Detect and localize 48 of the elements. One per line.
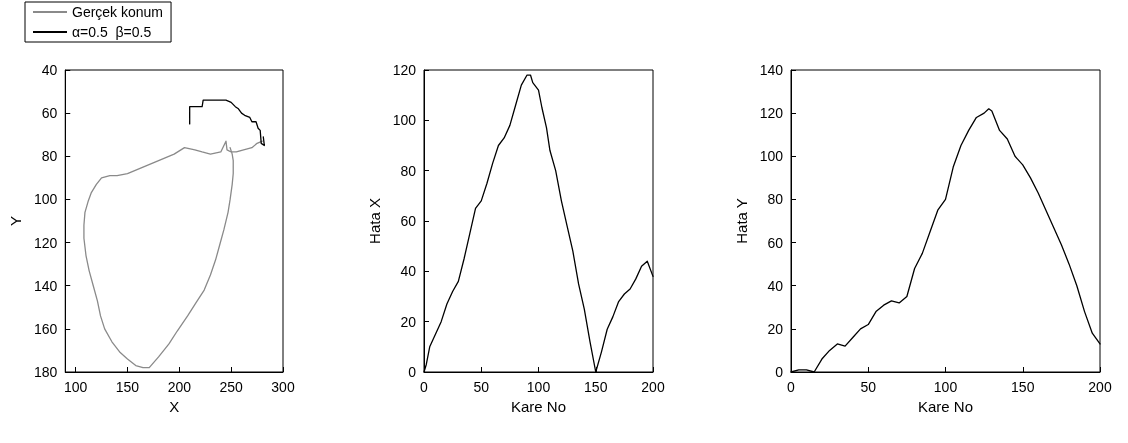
y-tick-label: 120	[392, 62, 417, 78]
x-tick-label: 0	[787, 379, 796, 395]
y-tick-label: 20	[767, 320, 784, 337]
y-tick-label: 0	[775, 364, 784, 380]
y-tick-label: 40	[767, 277, 784, 294]
y-tick-label: 120	[33, 234, 58, 251]
legend-label: Gerçek konum	[72, 4, 164, 20]
x-tick-label: 200	[1088, 379, 1112, 395]
y-tick-label: 160	[33, 320, 58, 337]
y-tick-label: 100	[33, 191, 58, 208]
y-tick-label: 80	[41, 148, 58, 165]
x-axis-title: Kare No	[917, 397, 974, 415]
y-tick-label: 140	[33, 277, 58, 294]
x-tick-label: 0	[420, 379, 429, 395]
x-tick-label: 100	[63, 379, 88, 395]
x-tick-label: 250	[219, 379, 244, 395]
y-tick-label: 0	[408, 364, 417, 380]
y-tick-label: 40	[400, 263, 417, 280]
y-axis-title: Y	[7, 215, 24, 227]
y-tick-label: 60	[41, 105, 58, 122]
y-tick-label: 100	[759, 148, 784, 165]
y-tick-label: 60	[767, 234, 784, 251]
y-tick-label: 60	[400, 213, 417, 229]
y-tick-label: 100	[392, 112, 417, 129]
y-axis-title: Hata Y	[732, 198, 750, 244]
line-series	[83, 140, 263, 369]
y-axis-title: Hata X	[365, 198, 383, 244]
x-tick-label: 100	[933, 379, 958, 395]
legend-label: α=0.5 β=0.5	[72, 24, 152, 40]
x-tick-label: 50	[860, 379, 877, 395]
x-tick-label: 200	[641, 379, 665, 395]
x-tick-label: 200	[167, 379, 192, 395]
y-tick-label: 140	[759, 62, 784, 78]
line-series	[189, 99, 265, 147]
y-tick-label: 80	[400, 162, 417, 179]
x-tick-label: 150	[115, 379, 140, 395]
y-tick-label: 180	[33, 364, 58, 380]
y-tick-label: 20	[400, 313, 417, 330]
y-tick-label: 120	[759, 105, 784, 122]
y-tick-label: 40	[41, 62, 58, 78]
x-tick-label: 100	[526, 379, 551, 395]
x-tick-label: 150	[1011, 379, 1035, 395]
x-axis-title: Kare No	[510, 397, 567, 415]
x-tick-label: 150	[584, 379, 608, 395]
x-tick-label: 50	[473, 379, 490, 395]
y-tick-label: 80	[767, 191, 784, 208]
x-axis-title: X	[169, 397, 180, 415]
x-tick-label: 300	[271, 379, 295, 395]
